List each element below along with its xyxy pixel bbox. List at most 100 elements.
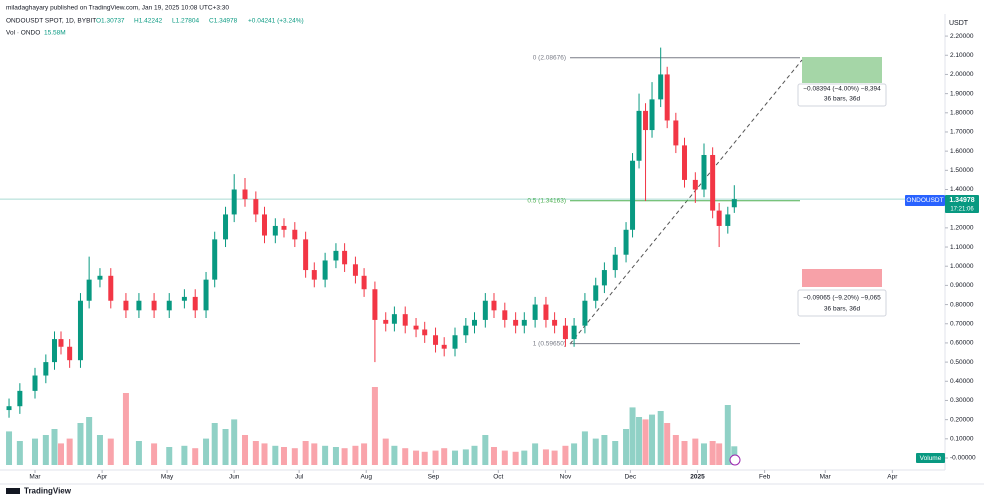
x-tick-label: May (161, 474, 174, 481)
candle-body (413, 325, 419, 330)
y-tick-label: 2.10000 (950, 52, 974, 59)
volume-bar (261, 443, 268, 465)
stats-box (797, 83, 887, 107)
candle-body (463, 325, 469, 336)
candle-body (513, 319, 519, 326)
candle-body (372, 289, 378, 320)
candle-body (123, 300, 129, 311)
candle-body (543, 304, 549, 320)
volume-bar (413, 450, 420, 465)
volume-bar (361, 443, 368, 465)
volume-bar (664, 423, 671, 465)
candle-body (97, 275, 103, 280)
y-tick-label: 1.10000 (950, 244, 974, 251)
volume-bar (66, 438, 73, 465)
volume-bar (352, 445, 359, 465)
candle-body (649, 99, 655, 131)
price-tag (945, 195, 979, 213)
candle-body (623, 229, 629, 255)
volume-bar (151, 443, 158, 465)
symbol-tag-text: ONDOUSDT (906, 197, 943, 204)
candle-body (701, 154, 707, 190)
y-tick-label: 1.20000 (950, 225, 974, 232)
ohlc-low: L1.27804 (172, 18, 199, 25)
volume-bar (86, 417, 93, 465)
candle-body (352, 264, 358, 276)
candle-body (482, 300, 488, 320)
position-bars: 36 bars, 36d (824, 306, 861, 313)
fib-label: 0.5 (1.34163) (527, 197, 566, 204)
ohlc-open: O1.30737 (96, 18, 125, 25)
volume-bar (57, 443, 64, 465)
volume-bar (521, 450, 528, 465)
volume-bar (692, 438, 699, 465)
candle-body (261, 214, 267, 236)
volume-bar (432, 450, 439, 465)
symbol-tag (905, 195, 945, 206)
volume-bar (382, 438, 389, 465)
position-stats: −0.09065 (−9.20%) −9,065 (803, 295, 881, 302)
candle-body (212, 239, 218, 280)
candle-body (433, 335, 439, 345)
candle-body (725, 214, 731, 226)
candle-body (223, 214, 229, 240)
volume-bar (391, 445, 398, 465)
candle-body (166, 300, 172, 311)
y-tick-label: 2.20000 (950, 33, 974, 40)
volume-bar (341, 448, 348, 465)
candle-body (108, 275, 114, 301)
candle-body (342, 250, 348, 265)
volume-bar (222, 429, 229, 465)
y-tick-label: 2.00000 (950, 71, 974, 78)
volume-bar (166, 447, 173, 465)
candle-body (383, 319, 389, 324)
candle-body (6, 406, 12, 411)
candle-body (571, 325, 577, 340)
y-tick-label: 1.40000 (950, 186, 974, 193)
y-tick-label: -0.00000 (950, 455, 976, 462)
y-tick-label: 0.50000 (950, 359, 974, 366)
volume-bar (636, 417, 643, 465)
x-tick-label: Sep (428, 474, 440, 481)
candle-body (532, 304, 538, 320)
volume-bar (724, 405, 731, 465)
volume-bar (181, 445, 188, 465)
candle-body (203, 279, 209, 311)
y-tick-label: 1.00000 (950, 263, 974, 270)
volume-bar (42, 435, 49, 465)
candle-body (181, 296, 187, 301)
candle-body (716, 210, 722, 226)
volume-bar (421, 451, 428, 465)
x-tick-label: Mar (820, 474, 832, 481)
ohlc-close: C1.34978 (209, 18, 238, 25)
volume-bar (231, 419, 238, 465)
volume-bar (203, 438, 210, 465)
x-tick-label: Jul (295, 474, 304, 481)
volume-bar (642, 419, 649, 465)
candle-body (491, 300, 497, 311)
candle-body (643, 110, 649, 131)
volume-bar (302, 441, 309, 465)
plot: -0.00000 0.10000 0.20000 0.30000 0.40000 0.50… (0, 33, 976, 481)
candle-body (272, 225, 278, 236)
volume-bar (452, 450, 459, 465)
candle-body (322, 260, 328, 280)
volume-tag-text: Volume (920, 455, 942, 462)
x-tick-label: Aug (360, 474, 372, 481)
position-bars: 36 bars, 36d (824, 96, 861, 103)
x-tick-label: Oct (493, 474, 503, 481)
volume-bar (252, 441, 259, 465)
volume-bar (192, 448, 199, 465)
brand-logo (6, 488, 20, 494)
candle-body (593, 285, 599, 301)
candle-body (582, 300, 588, 326)
volume-bar (107, 438, 114, 465)
y-tick-label: 0.10000 (950, 436, 974, 443)
event-icon (729, 454, 741, 466)
candle-body (521, 319, 527, 326)
candle-body (151, 300, 157, 311)
candle-body (192, 296, 198, 311)
candle-body (422, 329, 428, 336)
candle-body (502, 310, 508, 320)
